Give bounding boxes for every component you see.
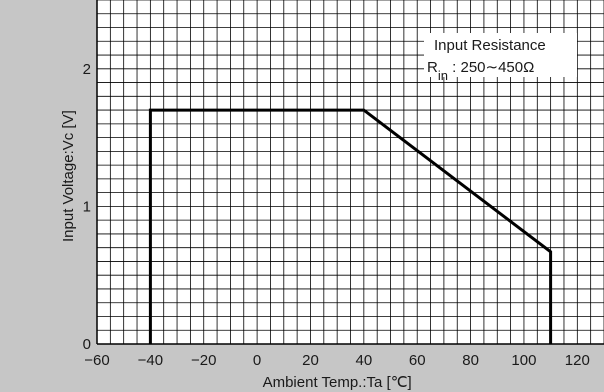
y-tick-label: 1: [83, 198, 91, 215]
annotation-range-value: : 250∼450Ω: [448, 59, 534, 76]
x-tick-labels: −60 −40 −20 0 20 40 60 80 100 120: [84, 352, 590, 369]
y-tick-label: 2: [83, 61, 91, 78]
series-line-1: [148, 108, 553, 344]
x-tick-label: 0: [253, 352, 261, 369]
grid: [96, 0, 604, 345]
x-tick-label: 120: [565, 352, 590, 369]
y-axis-label: Input Voltage:Vc [V]: [60, 110, 77, 242]
x-tick-label: 100: [511, 352, 536, 369]
annotation-input-resistance: Input Resistance: [434, 37, 546, 54]
y-tick-labels: 0 1 2: [83, 61, 91, 353]
x-axis-label: Ambient Temp.:Ta [℃]: [263, 374, 412, 391]
x-tick-label: 40: [355, 352, 372, 369]
series-layer: [148, 108, 553, 344]
x-tick-label: −60: [84, 352, 109, 369]
x-tick-label: 80: [462, 352, 479, 369]
annotation-background: [424, 33, 577, 77]
annotation-r-subscript: in: [438, 68, 448, 83]
annotation-resistance-range: Rin : 250∼450Ω: [427, 59, 534, 83]
x-tick-label: −40: [138, 352, 163, 369]
x-tick-label: −20: [191, 352, 216, 369]
annotation-r-symbol: R: [427, 59, 438, 76]
y-tick-label: 0: [83, 336, 91, 353]
x-tick-label: 60: [409, 352, 426, 369]
x-tick-label: 20: [302, 352, 319, 369]
